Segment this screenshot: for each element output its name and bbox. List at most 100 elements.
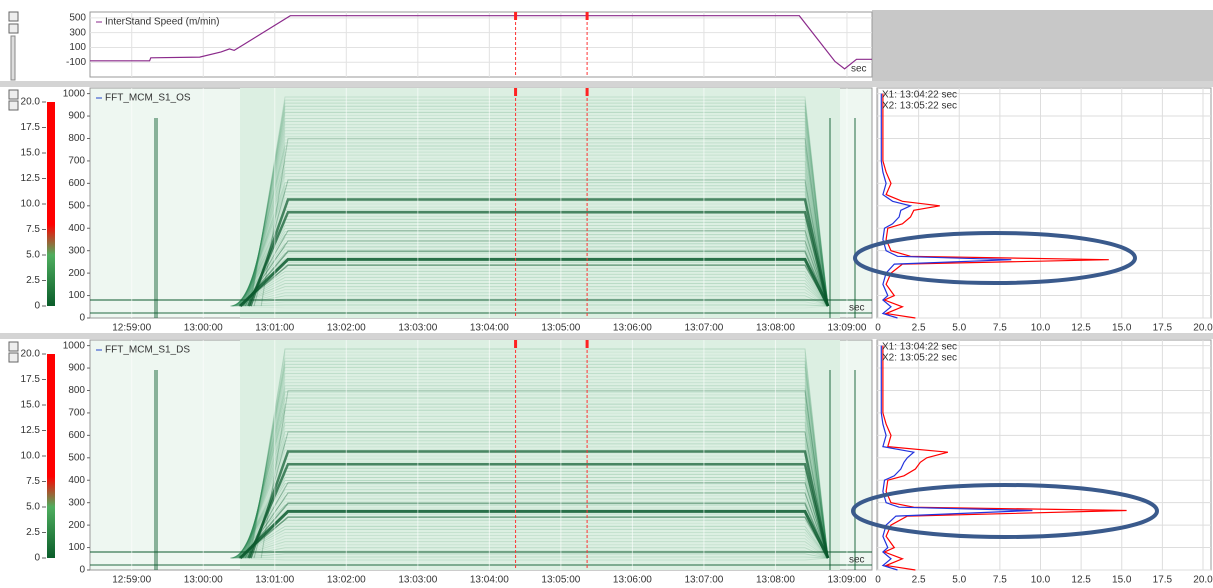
x-tick-label: 17.5 (1153, 323, 1173, 334)
x-tick-label: 13:02:00 (327, 575, 366, 586)
x-tick-label: 13:09:00 (827, 575, 866, 586)
y-tick-label: 0 (79, 565, 85, 576)
cursor-handle (586, 340, 589, 348)
y-tick-label: 300 (68, 497, 85, 508)
colorbar-tick-label: 2.5 (26, 527, 40, 538)
x-tick-label: 2.5 (912, 323, 926, 334)
y-tick-label: 1000 (63, 340, 86, 351)
x-tick-label: 20.0 (1193, 575, 1213, 586)
x-tick-label: 12:59:00 (112, 323, 151, 334)
y-tick-label: 900 (68, 363, 85, 374)
y-tick-label: 300 (68, 245, 85, 256)
x-tick-label: 10.0 (1031, 323, 1051, 334)
x-tick-label: 15.0 (1112, 323, 1132, 334)
y-tick-label: 300 (69, 27, 86, 38)
close-button[interactable] (9, 12, 18, 21)
colorbar-tick-label: 17.5 (21, 374, 41, 385)
x-tick-label: 13:01:00 (255, 323, 294, 334)
analyzer-window: 500 300 100 -100 InterStand Speed (m/min) sec… (0, 0, 1213, 588)
y-tick-label: 0 (79, 313, 85, 324)
separator (0, 333, 1213, 339)
y-tick-label: 700 (68, 156, 85, 167)
y-tick-label: 1000 (63, 88, 86, 99)
page: 500 300 100 -100 InterStand Speed (m/min) sec… (0, 0, 1213, 588)
colorbar-tick-label: 5.0 (26, 502, 40, 513)
x-tick-label: 17.5 (1153, 575, 1173, 586)
y-tick-label: 400 (68, 223, 85, 234)
colorbar-tick-label: 7.5 (26, 476, 40, 487)
cursor-handle (586, 12, 589, 20)
colorbar-tick-label: 0 (34, 301, 40, 312)
unit-label: sec (851, 64, 867, 75)
close-button[interactable] (9, 90, 18, 99)
x-tick-label: 13:05:00 (541, 323, 580, 334)
colorbar-tick-label: 15.0 (21, 148, 41, 159)
y-tick-label: 100 (68, 542, 85, 553)
y-tick-label: 600 (68, 178, 85, 189)
x-tick-label: 13:08:00 (756, 323, 795, 334)
cursor-label: X1: 13:04:22 sec (882, 90, 957, 101)
x-tick-label: 13:06:00 (613, 323, 652, 334)
cursor-label: X2: 13:05:22 sec (882, 353, 957, 364)
expand-button[interactable] (9, 24, 18, 33)
x-tick-label: 20.0 (1193, 323, 1213, 334)
x-tick-label: 13:01:00 (255, 575, 294, 586)
y-tick-label: 600 (68, 430, 85, 441)
colorbar-tick-label: 10.0 (21, 451, 41, 462)
cursor-handle (586, 88, 589, 96)
expand-button[interactable] (9, 353, 18, 362)
empty-area (872, 10, 1213, 85)
colorbar-tick-label: 15.0 (21, 400, 41, 411)
x-tick-label: 5.0 (952, 323, 966, 334)
x-tick-label: 13:04:00 (470, 323, 509, 334)
colorbar-tick-label: 20.0 (21, 349, 41, 360)
resize-handle[interactable] (11, 36, 15, 80)
y-tick-label: 100 (69, 42, 86, 53)
cursor-handle (514, 12, 517, 20)
x-tick-label: 0 (875, 575, 881, 586)
colorbar (47, 354, 55, 558)
y-tick-label: -100 (66, 57, 86, 68)
x-tick-label: 13:07:00 (684, 575, 723, 586)
x-tick-label: 13:02:00 (327, 323, 366, 334)
y-tick-label: 400 (68, 475, 85, 486)
x-tick-label: 13:03:00 (398, 323, 437, 334)
colorbar-tick-label: 2.5 (26, 275, 40, 286)
x-tick-label: 13:00:00 (184, 575, 223, 586)
colorbar-tick-label: 5.0 (26, 250, 40, 261)
x-tick-label: 5.0 (952, 575, 966, 586)
colorbar-tick-label: 0 (34, 553, 40, 564)
cursor-handle (514, 340, 517, 348)
x-tick-label: 15.0 (1112, 575, 1132, 586)
y-tick-label: 800 (68, 385, 85, 396)
x-tick-label: 13:03:00 (398, 575, 437, 586)
y-tick-label: 200 (68, 268, 85, 279)
y-tick-label: 800 (68, 133, 85, 144)
cursor-label: X1: 13:04:22 sec (882, 342, 957, 353)
colorbar-tick-label: 12.5 (21, 425, 41, 436)
x-tick-label: 7.5 (993, 323, 1007, 334)
close-button[interactable] (9, 342, 18, 351)
colorbar (47, 102, 55, 306)
x-tick-label: 13:04:00 (470, 575, 509, 586)
y-tick-label: 100 (68, 290, 85, 301)
y-tick-label: 500 (69, 13, 86, 24)
x-tick-label: 13:05:00 (541, 575, 580, 586)
y-tick-label: 500 (68, 200, 85, 211)
x-tick-label: 13:08:00 (756, 575, 795, 586)
expand-button[interactable] (9, 101, 18, 110)
colorbar-tick-label: 7.5 (26, 224, 40, 235)
colorbar-tick-label: 17.5 (21, 122, 41, 133)
cursor-handle (514, 88, 517, 96)
x-tick-label: 0 (875, 323, 881, 334)
unit-label: sec (849, 303, 865, 314)
colorbar-tick-label: 20.0 (21, 97, 41, 108)
y-tick-label: 200 (68, 520, 85, 531)
x-tick-label: 13:07:00 (684, 323, 723, 334)
unit-label: sec (849, 555, 865, 566)
x-tick-label: 2.5 (912, 575, 926, 586)
separator (0, 81, 1213, 87)
legend-label: FFT_MCM_S1_OS (105, 93, 191, 104)
legend-label: InterStand Speed (m/min) (105, 17, 220, 28)
x-tick-label: 10.0 (1031, 575, 1051, 586)
